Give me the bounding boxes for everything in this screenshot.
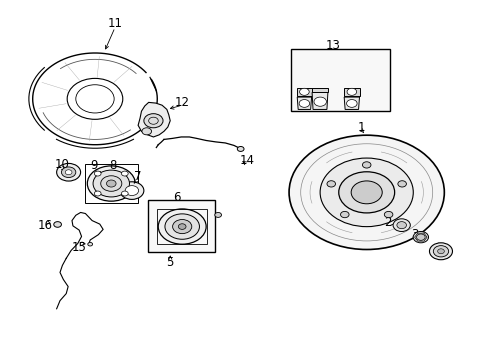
Bar xyxy=(291,49,389,111)
Text: 12: 12 xyxy=(174,96,189,109)
Polygon shape xyxy=(311,87,328,92)
Bar xyxy=(157,209,207,244)
Circle shape xyxy=(299,88,308,95)
Circle shape xyxy=(416,234,424,240)
Circle shape xyxy=(94,171,101,176)
Circle shape xyxy=(158,209,206,244)
Circle shape xyxy=(57,163,81,181)
Circle shape xyxy=(214,212,221,217)
Circle shape xyxy=(350,181,382,204)
Polygon shape xyxy=(344,97,359,109)
Circle shape xyxy=(88,242,92,246)
Circle shape xyxy=(397,181,406,187)
Circle shape xyxy=(346,88,356,95)
Circle shape xyxy=(320,158,412,227)
Text: 7: 7 xyxy=(134,170,142,183)
Circle shape xyxy=(172,220,191,234)
Circle shape xyxy=(142,128,151,135)
Text: 6: 6 xyxy=(172,191,180,204)
Circle shape xyxy=(326,181,335,187)
Circle shape xyxy=(106,180,116,187)
Text: 9: 9 xyxy=(90,159,97,172)
Circle shape xyxy=(432,246,447,257)
Circle shape xyxy=(65,170,72,175)
Circle shape xyxy=(299,100,309,107)
Text: 8: 8 xyxy=(109,159,116,172)
Circle shape xyxy=(338,172,394,213)
Polygon shape xyxy=(297,87,311,96)
Polygon shape xyxy=(138,102,170,137)
Circle shape xyxy=(346,100,356,107)
Circle shape xyxy=(125,186,138,195)
Circle shape xyxy=(313,97,326,106)
Circle shape xyxy=(87,166,135,201)
Text: 11: 11 xyxy=(107,17,122,30)
Circle shape xyxy=(120,182,143,199)
Circle shape xyxy=(396,222,406,229)
Circle shape xyxy=(384,211,392,218)
Circle shape xyxy=(61,167,76,177)
Text: 15: 15 xyxy=(72,240,86,253)
Circle shape xyxy=(288,135,444,249)
Circle shape xyxy=(93,170,129,197)
Text: 1: 1 xyxy=(357,121,365,134)
Text: 14: 14 xyxy=(239,154,254,167)
Bar xyxy=(147,200,214,252)
Text: 16: 16 xyxy=(38,219,53,232)
Text: 5: 5 xyxy=(166,256,174,269)
Text: 13: 13 xyxy=(325,40,340,53)
Circle shape xyxy=(428,243,451,260)
Text: 4: 4 xyxy=(434,242,442,255)
Text: 10: 10 xyxy=(55,158,70,171)
Circle shape xyxy=(67,78,122,119)
Circle shape xyxy=(121,191,128,196)
Text: 3: 3 xyxy=(410,228,417,241)
Circle shape xyxy=(237,147,244,152)
Circle shape xyxy=(340,211,348,218)
Text: 2: 2 xyxy=(384,216,391,229)
Circle shape xyxy=(164,214,199,239)
Polygon shape xyxy=(311,93,327,109)
Circle shape xyxy=(143,114,163,128)
Circle shape xyxy=(412,231,427,243)
Polygon shape xyxy=(344,87,359,96)
Circle shape xyxy=(392,219,409,231)
Polygon shape xyxy=(297,97,311,109)
Circle shape xyxy=(101,176,122,191)
Circle shape xyxy=(121,171,128,176)
Bar xyxy=(85,164,137,203)
Circle shape xyxy=(362,162,370,168)
Circle shape xyxy=(437,249,444,254)
Circle shape xyxy=(54,222,61,227)
Circle shape xyxy=(178,224,185,229)
Circle shape xyxy=(94,191,101,196)
